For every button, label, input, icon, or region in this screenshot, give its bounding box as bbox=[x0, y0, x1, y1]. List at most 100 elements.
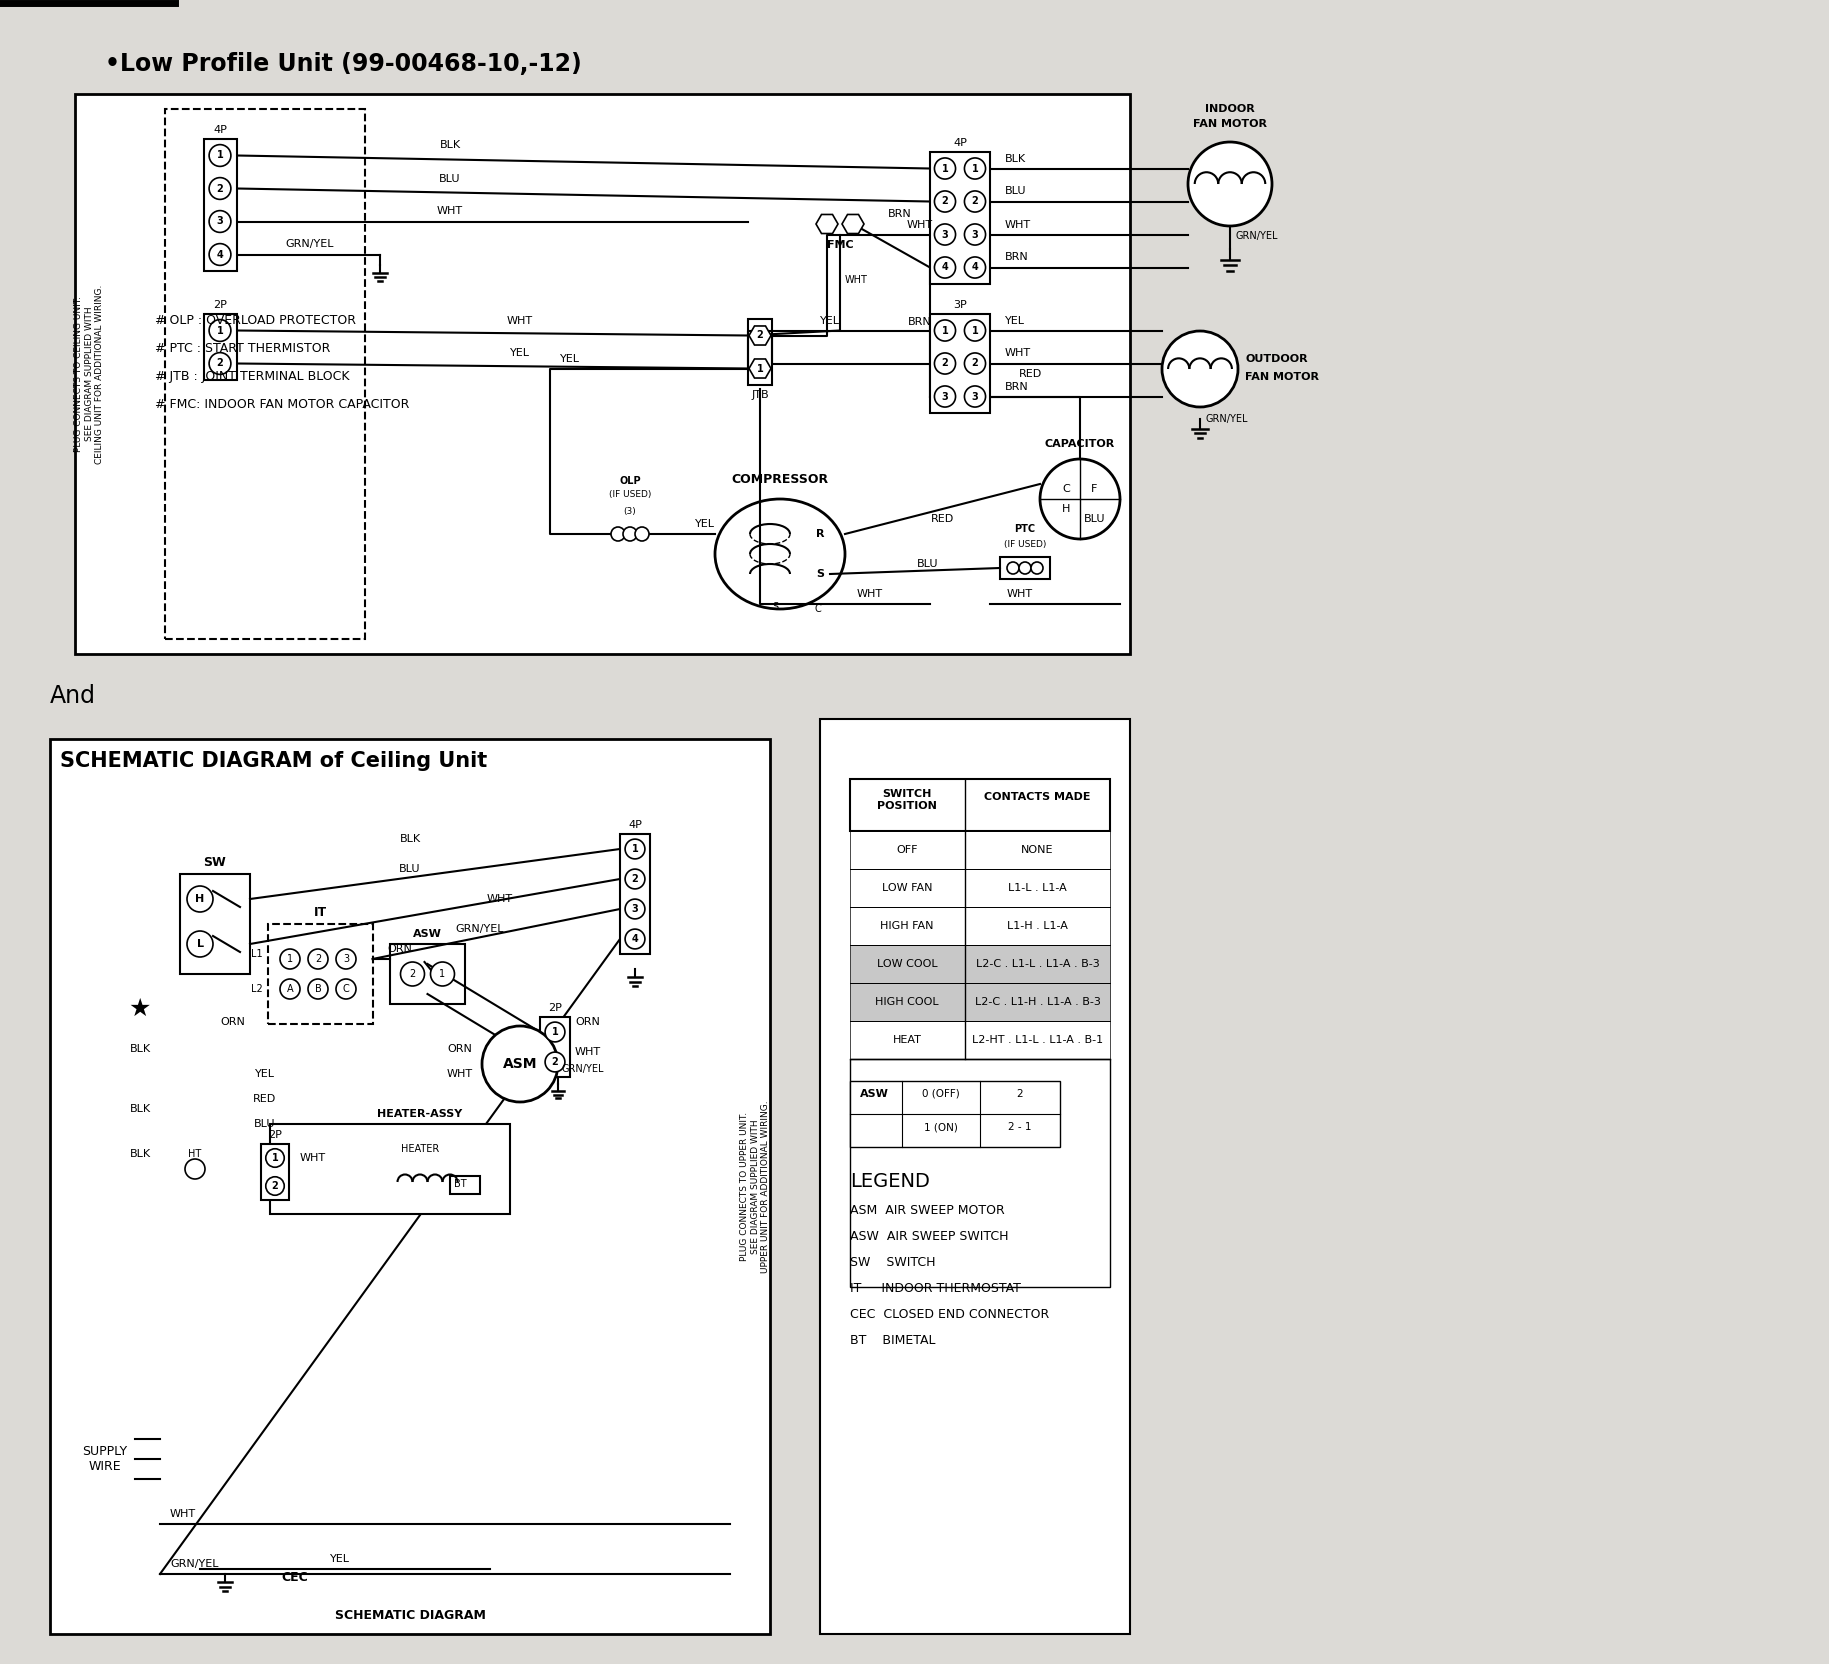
Text: SUPPLY
WIRE: SUPPLY WIRE bbox=[82, 1444, 128, 1473]
Text: HIGH COOL: HIGH COOL bbox=[876, 997, 938, 1007]
Circle shape bbox=[209, 243, 230, 265]
Text: RED: RED bbox=[931, 514, 955, 524]
Text: OFF: OFF bbox=[896, 845, 918, 855]
Text: WHT: WHT bbox=[507, 316, 532, 326]
Bar bbox=[203, 140, 236, 271]
Bar bbox=[267, 924, 373, 1023]
Text: BLK: BLK bbox=[130, 1103, 152, 1113]
Text: OLP: OLP bbox=[620, 476, 640, 486]
Text: PLUG CONNECTS TO UPPER UNIT.
SEE DIAGRAM SUPPLIED WITH
UPPER UNIT FOR ADDITIONAL: PLUG CONNECTS TO UPPER UNIT. SEE DIAGRAM… bbox=[741, 1100, 770, 1273]
Text: 2: 2 bbox=[1017, 1088, 1022, 1098]
Circle shape bbox=[307, 948, 327, 968]
Text: FAN MOTOR: FAN MOTOR bbox=[1193, 120, 1267, 130]
Bar bbox=[850, 983, 1110, 1022]
Text: SW: SW bbox=[203, 855, 227, 869]
Text: WHT: WHT bbox=[574, 1047, 602, 1057]
Text: GRN/YEL: GRN/YEL bbox=[1235, 231, 1277, 241]
Text: WHT: WHT bbox=[446, 1068, 474, 1078]
Circle shape bbox=[935, 225, 955, 245]
Text: 1: 1 bbox=[942, 326, 949, 336]
Text: FMC: FMC bbox=[827, 240, 854, 250]
Text: BRN: BRN bbox=[1004, 253, 1028, 263]
Text: 3P: 3P bbox=[953, 300, 968, 310]
Text: WHT: WHT bbox=[437, 206, 463, 216]
Circle shape bbox=[1041, 459, 1119, 539]
Text: 2: 2 bbox=[971, 196, 979, 206]
Bar bbox=[165, 110, 366, 639]
Circle shape bbox=[964, 386, 986, 408]
Text: 1: 1 bbox=[631, 844, 638, 854]
Circle shape bbox=[185, 1160, 205, 1180]
Text: 3: 3 bbox=[216, 216, 223, 226]
Text: # JTB : JOINT TERMINAL BLOCK: # JTB : JOINT TERMINAL BLOCK bbox=[155, 369, 349, 383]
Bar bbox=[850, 907, 1110, 945]
Text: COMPRESSOR: COMPRESSOR bbox=[732, 473, 829, 486]
Text: BLU: BLU bbox=[439, 173, 461, 183]
Circle shape bbox=[307, 978, 327, 998]
Text: BLK: BLK bbox=[130, 1150, 152, 1160]
Text: WHT: WHT bbox=[1004, 348, 1032, 358]
Text: •Low Profile Unit (99-00468-10,-12): •Low Profile Unit (99-00468-10,-12) bbox=[104, 52, 582, 77]
Text: YEL: YEL bbox=[695, 519, 715, 529]
Text: 2: 2 bbox=[971, 358, 979, 368]
Circle shape bbox=[265, 1148, 283, 1166]
Circle shape bbox=[611, 527, 626, 541]
Text: BT: BT bbox=[454, 1180, 466, 1190]
Text: YEL: YEL bbox=[1004, 316, 1024, 326]
Text: LOW FAN: LOW FAN bbox=[882, 884, 933, 894]
Text: L2-C . L1-L . L1-A . B-3: L2-C . L1-L . L1-A . B-3 bbox=[975, 958, 1099, 968]
Text: GRN/YEL: GRN/YEL bbox=[455, 924, 505, 934]
Text: JTB: JTB bbox=[752, 389, 768, 399]
Circle shape bbox=[209, 145, 230, 166]
Text: 2: 2 bbox=[942, 358, 949, 368]
Text: 4: 4 bbox=[631, 934, 638, 943]
Text: ★: ★ bbox=[128, 997, 152, 1022]
Circle shape bbox=[935, 256, 955, 278]
Bar bbox=[850, 945, 1110, 983]
Ellipse shape bbox=[715, 499, 845, 609]
Text: SWITCH
POSITION: SWITCH POSITION bbox=[878, 789, 936, 810]
Circle shape bbox=[626, 899, 646, 919]
Bar bbox=[850, 1082, 1061, 1146]
Text: 1: 1 bbox=[942, 163, 949, 173]
Circle shape bbox=[1161, 331, 1238, 408]
Bar bbox=[850, 1022, 1110, 1058]
Text: 2: 2 bbox=[216, 183, 223, 193]
Bar bbox=[262, 1145, 289, 1200]
Text: 1: 1 bbox=[971, 163, 979, 173]
Text: 1: 1 bbox=[439, 968, 446, 978]
Text: L2-HT . L1-L . L1-A . B-1: L2-HT . L1-L . L1-A . B-1 bbox=[971, 1035, 1103, 1045]
Text: 1: 1 bbox=[216, 326, 223, 336]
Text: BRN: BRN bbox=[889, 210, 913, 220]
Bar bbox=[850, 1058, 1110, 1286]
Text: 2: 2 bbox=[757, 331, 763, 341]
Text: 2: 2 bbox=[315, 953, 322, 963]
Text: IT: IT bbox=[313, 905, 327, 919]
Circle shape bbox=[209, 353, 230, 374]
Text: 2: 2 bbox=[552, 1057, 558, 1067]
Bar bbox=[49, 739, 770, 1634]
Text: 4: 4 bbox=[216, 250, 223, 260]
Text: 2: 2 bbox=[631, 874, 638, 884]
Circle shape bbox=[964, 256, 986, 278]
Circle shape bbox=[1019, 562, 1032, 574]
Text: BLU: BLU bbox=[399, 864, 421, 874]
Text: YEL: YEL bbox=[254, 1068, 274, 1078]
Text: WHT: WHT bbox=[1004, 220, 1032, 230]
Text: YEL: YEL bbox=[819, 316, 840, 326]
Text: BLK: BLK bbox=[130, 1043, 152, 1053]
Text: LOW COOL: LOW COOL bbox=[876, 958, 936, 968]
Circle shape bbox=[401, 962, 424, 987]
Circle shape bbox=[209, 178, 230, 200]
Text: PLUG CONNECTS TO CEILING UNIT.
SEE DIAGRAM SUPPLIED WITH
CEILING UNIT FOR ADDITI: PLUG CONNECTS TO CEILING UNIT. SEE DIAGR… bbox=[75, 285, 104, 464]
Bar bbox=[850, 869, 1110, 907]
Circle shape bbox=[935, 191, 955, 211]
Circle shape bbox=[545, 1052, 565, 1072]
Text: 4: 4 bbox=[942, 263, 949, 273]
Text: BLU: BLU bbox=[1004, 186, 1026, 196]
Circle shape bbox=[187, 930, 212, 957]
Text: WHT: WHT bbox=[845, 275, 869, 285]
Text: B: B bbox=[315, 983, 322, 993]
Circle shape bbox=[964, 191, 986, 211]
Text: C: C bbox=[342, 983, 349, 993]
